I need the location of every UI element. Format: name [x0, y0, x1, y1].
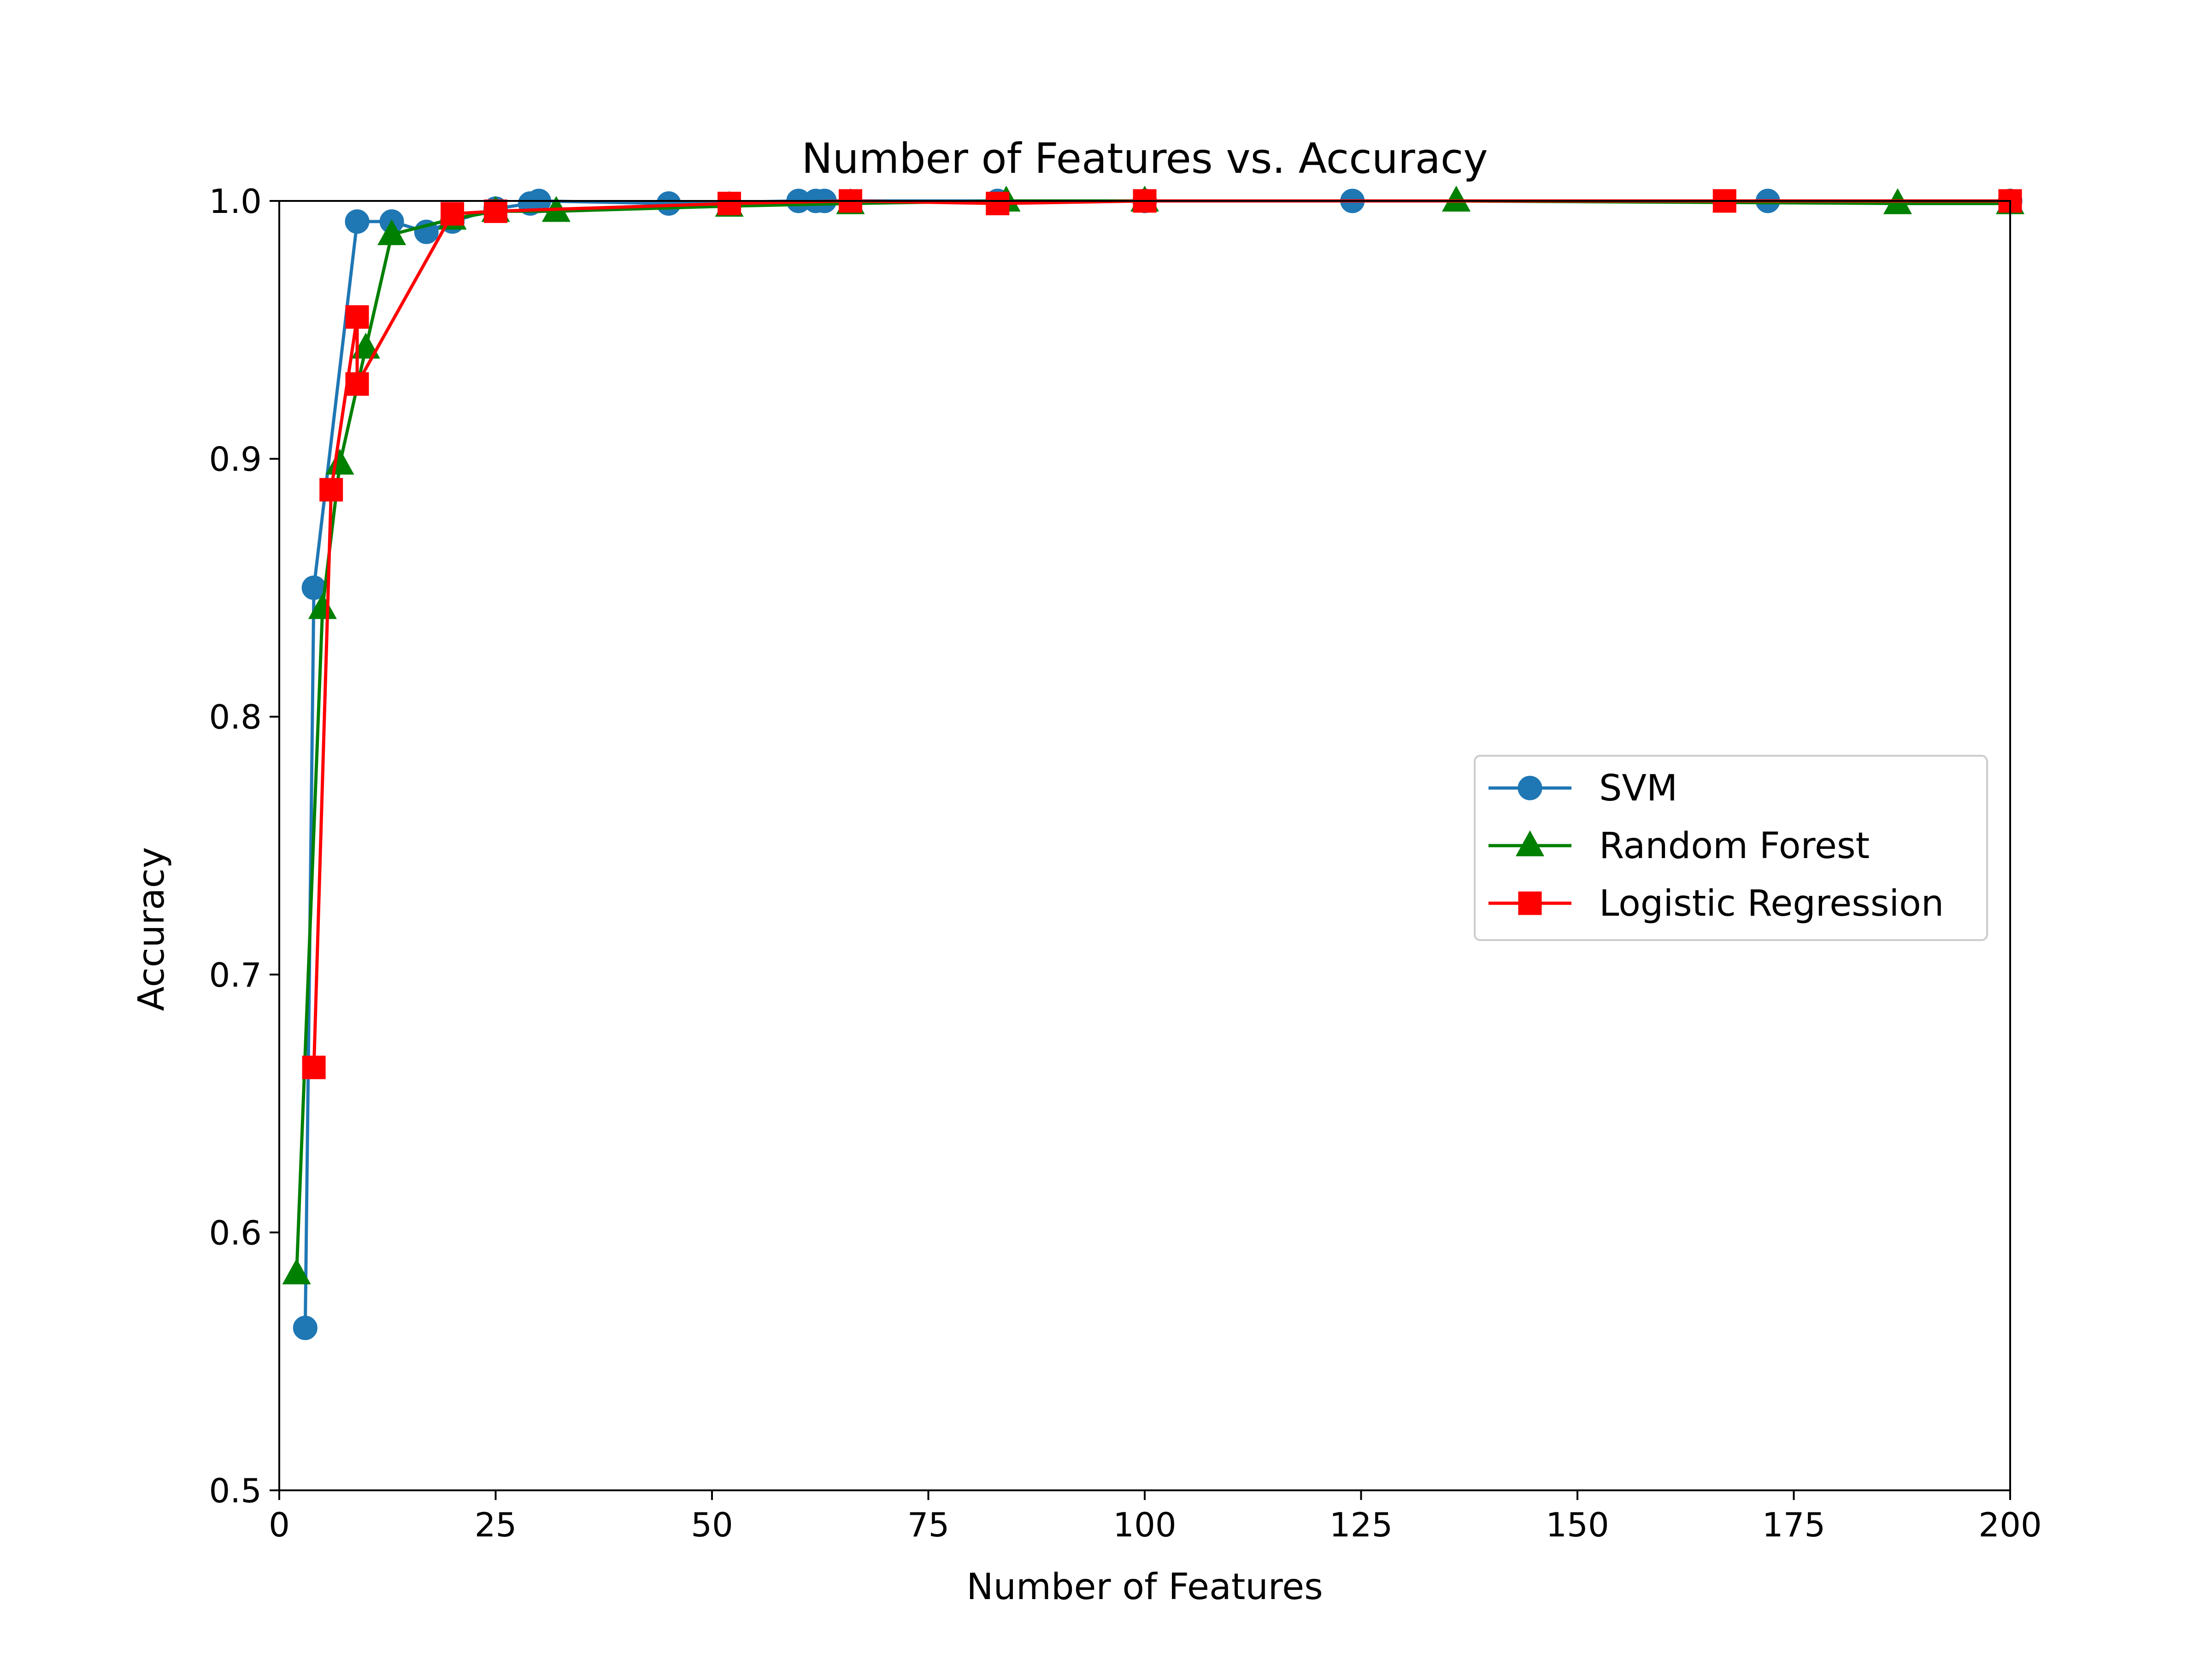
x-tick-label: 125: [1330, 1506, 1393, 1544]
y-tick-label: 0.8: [209, 698, 262, 736]
y-tick-label: 0.7: [209, 956, 262, 994]
legend: SVM Random Forest Logistic Regression: [1474, 755, 1988, 941]
legend-label: SVM: [1599, 768, 1677, 809]
x-tick-label: 175: [1762, 1506, 1825, 1544]
svm-point: [345, 209, 370, 234]
y-tick-label: 0.6: [209, 1213, 262, 1252]
legend-entry-logistic-regression: Logistic Regression: [1488, 883, 1944, 924]
logistic-regression-point: [441, 202, 465, 226]
y-axis-label: Accuracy: [131, 847, 172, 1011]
logistic-regression-point: [345, 305, 369, 329]
x-tick-label: 50: [691, 1506, 733, 1544]
svm-point: [293, 1315, 318, 1340]
x-axis-ticks: 0 25 50 75 100 125 150 175 200: [269, 1490, 2042, 1544]
random-forest-point: [282, 1258, 311, 1285]
logistic-regression-point: [345, 372, 369, 396]
y-tick-label: 0.9: [209, 440, 262, 479]
logistic-regression-point: [319, 478, 343, 502]
legend-marker: [1515, 830, 1545, 857]
logistic-regression-point: [718, 192, 741, 216]
legend-box: [1474, 755, 1988, 941]
y-tick-label: 1.0: [209, 182, 262, 221]
chart-title: Number of Features vs. Accuracy: [801, 135, 1488, 183]
series-layer: [278, 185, 2025, 1491]
x-tick-label: 100: [1113, 1506, 1176, 1544]
random-forest-point: [377, 219, 406, 245]
legend-label: Logistic Regression: [1599, 883, 1944, 924]
legend-marker: [1518, 891, 1542, 915]
x-tick-label: 25: [475, 1506, 517, 1544]
logistic-regression-point: [986, 192, 1010, 216]
svm-point: [656, 191, 681, 216]
random-forest-point: [1442, 185, 1471, 212]
legend-entry-svm: SVM: [1488, 768, 1677, 809]
x-tick-label: 150: [1546, 1506, 1609, 1544]
legend-marker: [1518, 776, 1542, 800]
logistic-regression-point: [302, 1055, 326, 1079]
x-tick-label: 200: [1978, 1506, 2041, 1544]
random-forest-point: [351, 332, 380, 359]
legend-entry-random-forest: Random Forest: [1488, 825, 1870, 867]
legend-label: Random Forest: [1599, 825, 1870, 867]
y-tick-label: 0.5: [209, 1471, 262, 1510]
x-axis-label: Number of Features: [966, 1566, 1323, 1608]
x-tick-label: 0: [269, 1506, 290, 1544]
logistic-regression-point: [484, 199, 507, 223]
x-tick-label: 75: [907, 1506, 950, 1544]
y-axis-ticks: 0.5 0.6 0.7 0.8 0.9 1.0: [209, 182, 279, 1510]
plot-frame: [278, 200, 2011, 1491]
